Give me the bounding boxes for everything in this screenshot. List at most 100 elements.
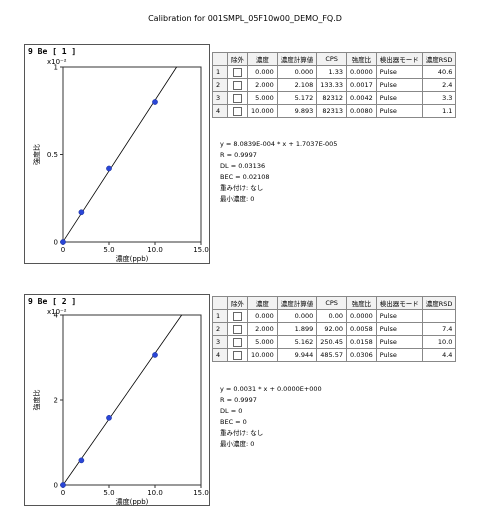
table-row[interactable]: 3 5.000 5.172 82312 0.0042 Pulse 3.3: [212, 91, 457, 105]
y-scale-note: x10⁻²: [47, 58, 67, 66]
exclude-cell: [227, 335, 248, 349]
detector-mode-cell: Pulse: [375, 348, 423, 362]
rsd-cell: 1.1: [421, 104, 457, 118]
correlation-coefficient: R = 0.9997: [220, 396, 257, 404]
exclude-cell: [227, 65, 248, 79]
y-tick-label: 1: [54, 64, 58, 72]
intensity-ratio-cell: 0.0000: [346, 309, 377, 323]
detection-limit: DL = 0: [220, 407, 243, 415]
exclude-checkbox[interactable]: [233, 80, 242, 90]
column-header[interactable]: 濃度計算値: [276, 296, 318, 310]
rsd-cell: 7.4: [421, 322, 457, 336]
data-point[interactable]: [60, 239, 66, 245]
exclude-checkbox[interactable]: [233, 337, 242, 347]
exclude-checkbox[interactable]: [233, 324, 242, 334]
element-label: 9 Be [ 1 ]: [28, 47, 77, 56]
column-header[interactable]: CPS: [316, 52, 347, 66]
table-row[interactable]: 2 2.000 2.108 133.33 0.0017 Pulse 2.4: [212, 78, 457, 92]
cps-cell: 1.33: [316, 65, 347, 79]
table-row[interactable]: 3 5.000 5.162 250.45 0.0158 Pulse 10.0: [212, 335, 457, 349]
row-index: 4: [212, 348, 228, 362]
intensity-ratio-cell: 0.0080: [346, 104, 377, 118]
exclude-cell: [227, 322, 248, 336]
column-header[interactable]: 除外: [227, 296, 248, 310]
y-tick-label: 2: [54, 397, 58, 405]
exclude-checkbox[interactable]: [233, 350, 242, 360]
row-index: 3: [212, 91, 228, 105]
data-point[interactable]: [152, 352, 158, 358]
detector-mode-cell: Pulse: [375, 335, 423, 349]
column-header[interactable]: CPS: [316, 296, 347, 310]
calculated-conc-cell: 2.108: [276, 78, 318, 92]
exclude-checkbox[interactable]: [233, 106, 242, 116]
calculated-conc-cell: 1.899: [276, 322, 318, 336]
row-index: 4: [212, 104, 228, 118]
exclude-checkbox[interactable]: [233, 311, 242, 321]
column-header[interactable]: 除外: [227, 52, 248, 66]
min-concentration: 最小濃度: 0: [220, 195, 255, 203]
row-index: 2: [212, 322, 228, 336]
row-index: 3: [212, 335, 228, 349]
exclude-cell: [227, 309, 248, 323]
data-point[interactable]: [78, 209, 85, 216]
concentration-cell: 10.000: [247, 348, 278, 362]
table-row[interactable]: 1 0.000 0.000 1.33 0.0000 Pulse 40.6: [212, 65, 457, 79]
column-header[interactable]: 検出器モード: [375, 52, 423, 66]
intensity-ratio-cell: 0.0017: [346, 78, 377, 92]
concentration-cell: 2.000: [247, 78, 278, 92]
column-header[interactable]: [212, 296, 228, 310]
column-header[interactable]: 検出器モード: [375, 296, 423, 310]
table-row[interactable]: 4 10.000 9.893 82313 0.0080 Pulse 1.1: [212, 104, 457, 118]
exclude-cell: [227, 91, 248, 105]
x-tick-label: 5.0: [103, 246, 114, 254]
y-scale-note: x10⁻²: [47, 308, 67, 316]
calibration-curve-chart: 0 5.0 10.0 15.0 0 0.5 1 濃度(ppb) 強度比: [32, 64, 209, 264]
x-tick-label: 0: [61, 489, 65, 497]
table-row[interactable]: 1 0.000 0.000 0.00 0.0000 Pulse: [212, 309, 457, 323]
concentration-cell: 10.000: [247, 104, 278, 118]
column-header[interactable]: 濃度: [247, 296, 278, 310]
column-header[interactable]: 濃度: [247, 52, 278, 66]
calculated-conc-cell: 9.893: [276, 104, 318, 118]
background-equivalent-conc: BEC = 0: [220, 418, 247, 426]
min-concentration: 最小濃度: 0: [220, 440, 255, 448]
y-axis-label: 強度比: [32, 390, 41, 411]
plot-area: 0 5.0 10.0 15.0 0 0.5 1 濃度(ppb) 強度比: [32, 64, 209, 264]
rsd-cell: 4.4: [421, 348, 457, 362]
standards-table-2: 除外 濃度 濃度計算値 CPS 強度比 検出器モード 濃度RSD 1 0.000 0.000 0.…: [212, 296, 457, 362]
data-point[interactable]: [152, 99, 158, 105]
intensity-ratio-cell: 0.0000: [346, 65, 377, 79]
exclude-cell: [227, 348, 248, 362]
x-tick-label: 10.0: [147, 489, 163, 497]
data-point[interactable]: [60, 482, 66, 488]
column-header[interactable]: 濃度RSD: [421, 52, 457, 66]
y-tick-label: 0.5: [47, 151, 58, 159]
data-point[interactable]: [78, 457, 85, 464]
concentration-cell: 0.000: [247, 65, 278, 79]
column-header[interactable]: 強度比: [346, 296, 377, 310]
y-axis-label: 強度比: [32, 144, 41, 165]
data-point[interactable]: [106, 415, 112, 421]
calibration-stats-2: y = 0.0031 * x + 0.0000E+000 R = 0.9997 …: [220, 384, 322, 450]
column-header[interactable]: 強度比: [346, 52, 377, 66]
column-header[interactable]: [212, 52, 228, 66]
intensity-ratio-cell: 0.0058: [346, 322, 377, 336]
data-point[interactable]: [106, 165, 112, 172]
window-title: Calibration for 001SMPL_05F10w00_DEMO_FQ…: [148, 14, 342, 23]
column-header[interactable]: 濃度計算値: [276, 52, 318, 66]
calculated-conc-cell: 0.000: [276, 65, 318, 79]
exclude-checkbox[interactable]: [233, 67, 242, 77]
rsd-cell: 2.4: [421, 78, 457, 92]
calibration-chart-panel-2[interactable]: 9 Be [ 2 ] x10⁻² 0 5.0 10.0 15.0 0 2 4 濃度(ppb) 強…: [24, 294, 210, 506]
calibration-chart-panel-1[interactable]: 9 Be [ 1 ] x10⁻² 0 5.0 10.0 15.0 0 0.5 1 濃度(ppb…: [24, 44, 210, 264]
exclude-checkbox[interactable]: [233, 93, 242, 103]
x-axis-label: 濃度(ppb): [116, 497, 149, 505]
y-tick-label: 0: [54, 239, 58, 247]
column-header[interactable]: 濃度RSD: [421, 296, 457, 310]
detector-mode-cell: Pulse: [375, 104, 423, 118]
weighting: 重み付け: なし: [220, 429, 264, 437]
calibration-stats-1: y = 8.0839E-004 * x + 1.7037E-005 R = 0.…: [220, 139, 337, 205]
table-row[interactable]: 4 10.000 9.944 485.57 0.0306 Pulse 4.4: [212, 348, 457, 362]
detector-mode-cell: Pulse: [375, 322, 423, 336]
table-row[interactable]: 2 2.000 1.899 92.00 0.0058 Pulse 7.4: [212, 322, 457, 336]
